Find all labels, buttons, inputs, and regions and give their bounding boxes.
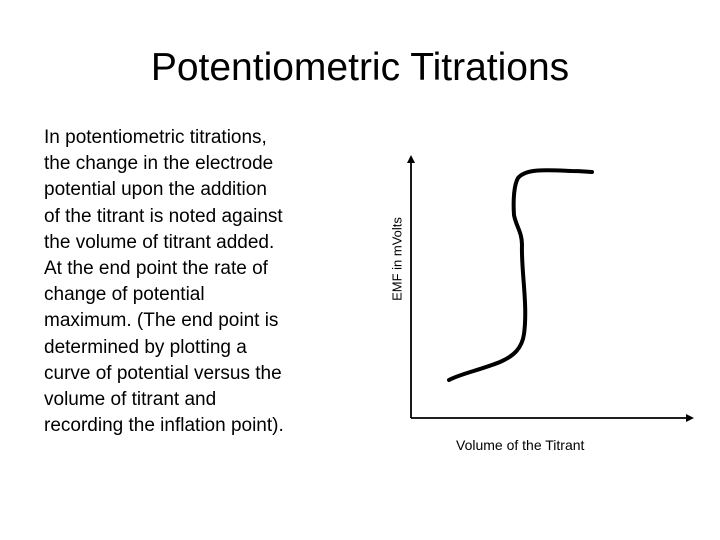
- y-axis-label: EMF in mVolts: [389, 217, 405, 301]
- x-axis-label: Volume of the Titrant: [456, 437, 585, 453]
- slide-title: Potentiometric Titrations: [150, 46, 570, 89]
- titration-curve: [447, 168, 594, 382]
- body-text: In potentiometric titrations, the change…: [44, 127, 284, 437]
